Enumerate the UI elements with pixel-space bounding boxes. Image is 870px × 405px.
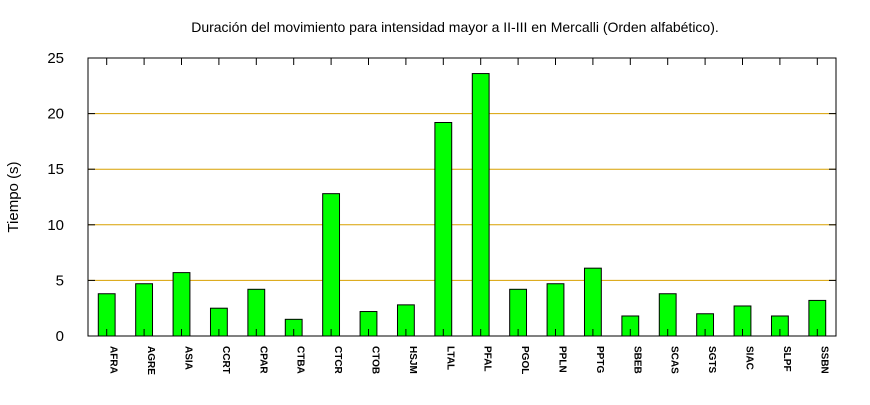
x-tick-label: CCRT bbox=[220, 346, 231, 374]
bar-pfal bbox=[471, 73, 490, 337]
x-tick-label: SIAC bbox=[744, 346, 755, 370]
x-tick-label: ASIA bbox=[183, 346, 194, 370]
x-tick-label: PGOL bbox=[519, 346, 530, 374]
y-tick-label: 25 bbox=[47, 50, 64, 67]
x-tick-label: AGRE bbox=[145, 346, 156, 375]
x-tick-label: SSBN bbox=[818, 346, 829, 374]
gridlines bbox=[88, 113, 836, 281]
x-tick-label: PPLN bbox=[557, 346, 568, 373]
plot-frame bbox=[87, 57, 837, 337]
x-axis-ticks: AFRA AGRE ASIA CCRT CPAR CTBA CTCR CTOB HSJM LTAL… bbox=[106, 58, 829, 375]
bar-asia bbox=[172, 272, 191, 337]
x-tick-label: SBEB bbox=[631, 346, 642, 374]
x-tick-label: LTAL bbox=[444, 346, 455, 370]
y-tick-label: 20 bbox=[47, 106, 64, 123]
x-tick-label: PPTG bbox=[594, 346, 605, 373]
x-tick-label: SGTS bbox=[706, 346, 717, 374]
chart-title: Duración del movimiento para intensidad … bbox=[191, 19, 719, 35]
y-axis-label: Tiempo (s) bbox=[5, 161, 22, 232]
x-tick-label: CTCR bbox=[332, 346, 343, 375]
x-tick-label: AFRA bbox=[108, 346, 119, 374]
bars bbox=[97, 73, 827, 337]
bar-ctcr bbox=[322, 193, 341, 337]
x-tick-label: CTBA bbox=[295, 346, 306, 374]
bar-ppln bbox=[546, 283, 565, 337]
x-tick-label: SCAS bbox=[669, 346, 680, 374]
bar-ltal bbox=[434, 121, 453, 337]
y-tick-label: 10 bbox=[47, 217, 64, 234]
bar-agre bbox=[135, 283, 154, 337]
y-axis-ticks: 0 5 10 15 20 25 bbox=[47, 50, 836, 345]
x-tick-label: CTOB bbox=[370, 346, 381, 374]
x-tick-label: SLPF bbox=[781, 346, 792, 372]
x-tick-label: PFAL bbox=[482, 346, 493, 372]
bar-cpar bbox=[247, 288, 266, 337]
y-tick-label: 15 bbox=[47, 161, 64, 178]
y-tick-label: 5 bbox=[56, 272, 64, 289]
y-tick-label: 0 bbox=[56, 328, 64, 345]
bar-pgol bbox=[509, 288, 528, 337]
x-tick-label: CPAR bbox=[257, 346, 268, 374]
x-tick-label: HSJM bbox=[407, 346, 418, 374]
bar-pptg bbox=[583, 267, 602, 337]
